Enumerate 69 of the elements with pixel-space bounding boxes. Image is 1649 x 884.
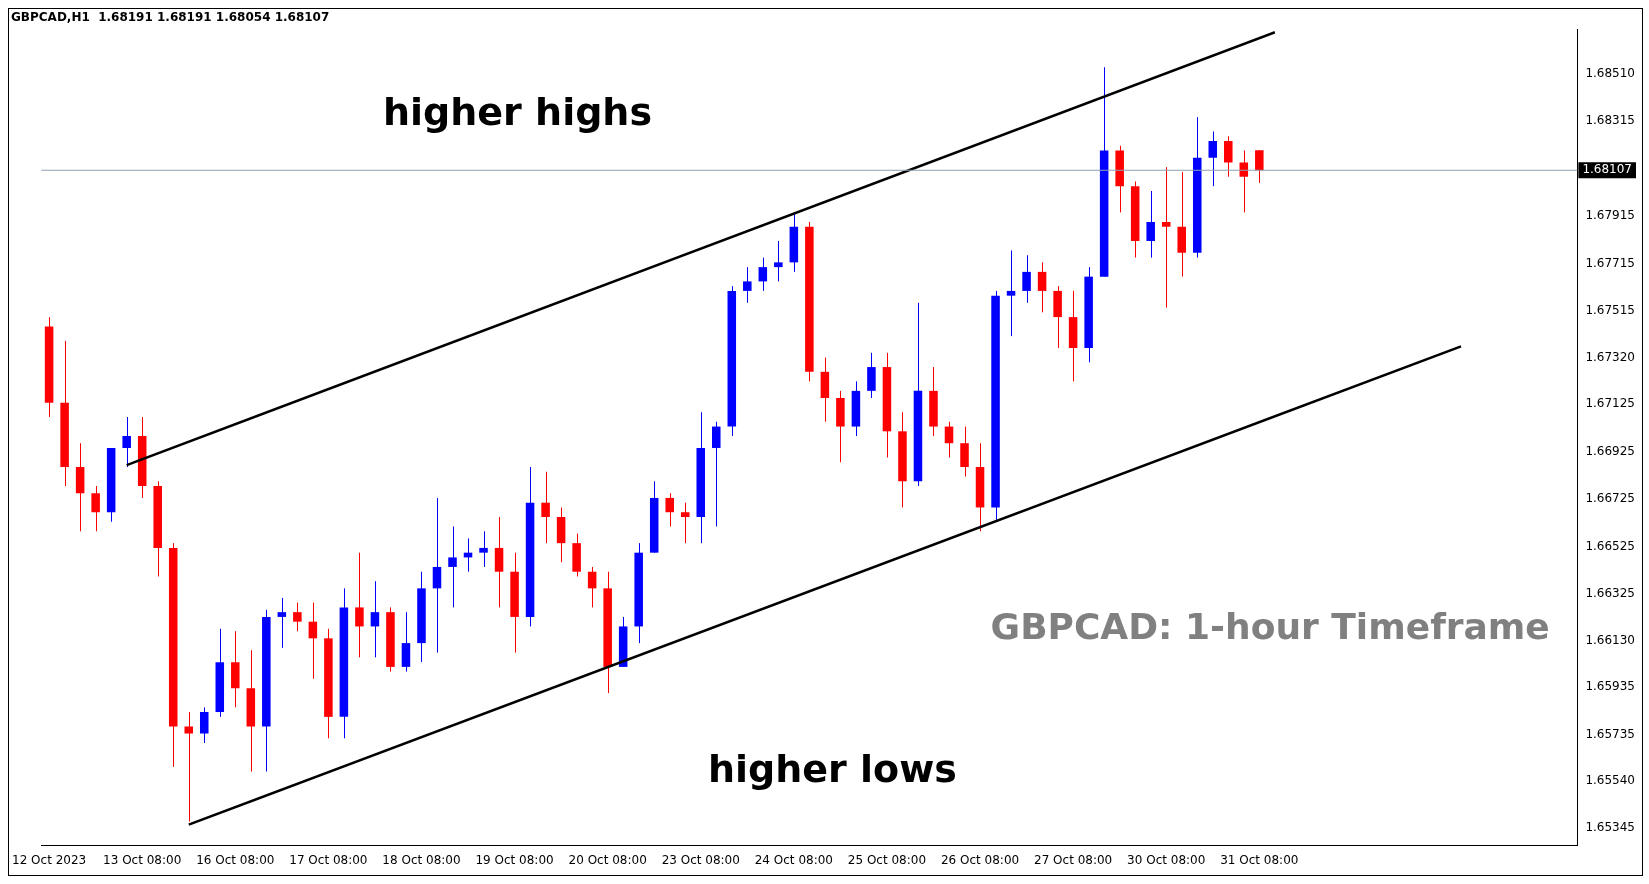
y-tick-label: 1.66725 (1585, 491, 1635, 506)
y-tick-label: 1.67715 (1585, 255, 1635, 270)
y-tick-label: 1.65540 (1585, 773, 1635, 788)
candlestick (1239, 150, 1249, 213)
candlestick (944, 421, 954, 458)
y-tick-label: 1.67125 (1585, 396, 1635, 411)
x-tick-label: 26 Oct 08:00 (940, 852, 1020, 867)
x-tick-label: 17 Oct 08:00 (289, 852, 368, 867)
x-tick-label: 30 Oct 08:00 (1127, 852, 1206, 867)
x-tick-label: 24 Oct 08:00 (754, 852, 833, 867)
y-tick-label: 1.68315 (1585, 112, 1635, 127)
candlestick (1224, 135, 1233, 178)
x-tick-label: 23 Oct 08:00 (661, 852, 740, 867)
candlestick (1255, 149, 1264, 184)
candlestick (184, 711, 194, 823)
candlestick (1006, 249, 1016, 337)
candlestick (1146, 190, 1155, 259)
y-tick-label: 1.65935 (1585, 679, 1635, 694)
candlestick (541, 471, 550, 544)
y-tick-label: 1.67915 (1585, 208, 1635, 223)
x-tick-label: 12 Oct 2023 (12, 852, 87, 867)
x-tick-label: 25 Oct 08:00 (847, 852, 927, 867)
x-tick-label: 20 Oct 08:00 (568, 852, 647, 867)
candlestick (293, 602, 302, 632)
candlestick (308, 602, 318, 680)
candlestick (774, 240, 783, 282)
annotation: higher highs (383, 89, 653, 134)
candlestick (401, 611, 411, 673)
y-tick-label: 1.67515 (1585, 303, 1635, 318)
annotation: GBPCAD: 1-hour Timeframe (990, 605, 1550, 647)
candlestick (743, 266, 752, 304)
y-tick-label: 1.65735 (1585, 726, 1635, 741)
candlestick (1037, 261, 1047, 313)
candlestick (91, 485, 100, 532)
x-tick-label: 18 Oct 08:00 (382, 852, 461, 867)
chart-title: GBPCAD,H1 1.68191 1.68191 1.68054 1.68107 (11, 10, 330, 25)
candlestick (122, 416, 131, 468)
y-tick-label: 1.66325 (1585, 586, 1635, 601)
candlestick (355, 552, 364, 658)
ref-line-label: 1.68107 (1582, 162, 1632, 177)
x-tick-label: 19 Oct 08:00 (475, 852, 554, 867)
y-tick-label: 1.68510 (1585, 66, 1635, 81)
y-tick-label: 1.65345 (1585, 819, 1635, 834)
y-tick-label: 1.66925 (1585, 443, 1635, 458)
y-tick-label: 1.66130 (1585, 632, 1635, 647)
candlestick (1161, 166, 1171, 309)
candlestick (712, 421, 721, 527)
candlestick (199, 706, 209, 744)
candlestick (370, 580, 380, 658)
y-tick-label: 1.67320 (1585, 349, 1635, 364)
candlestick (448, 526, 457, 608)
candlestick (1022, 254, 1031, 304)
candlestick (479, 530, 488, 568)
candlestick (587, 566, 597, 608)
candlestick (277, 597, 287, 649)
candlestick (960, 426, 969, 478)
x-tick-label: 13 Oct 08:00 (103, 852, 182, 867)
candlestick (665, 492, 674, 527)
candlestick (867, 352, 876, 399)
x-tick-label: 27 Oct 08:00 (1034, 852, 1113, 867)
x-tick-label: 31 Oct 08:00 (1220, 852, 1299, 867)
candlestick (1208, 130, 1218, 187)
candlestick (758, 257, 768, 292)
candlestick (494, 516, 504, 608)
annotation: higher lows (707, 747, 957, 792)
candlestick (680, 502, 690, 544)
candlestick (432, 497, 442, 654)
x-tick-label: 16 Oct 08:00 (196, 852, 275, 867)
y-tick-label: 1.66525 (1585, 538, 1635, 553)
